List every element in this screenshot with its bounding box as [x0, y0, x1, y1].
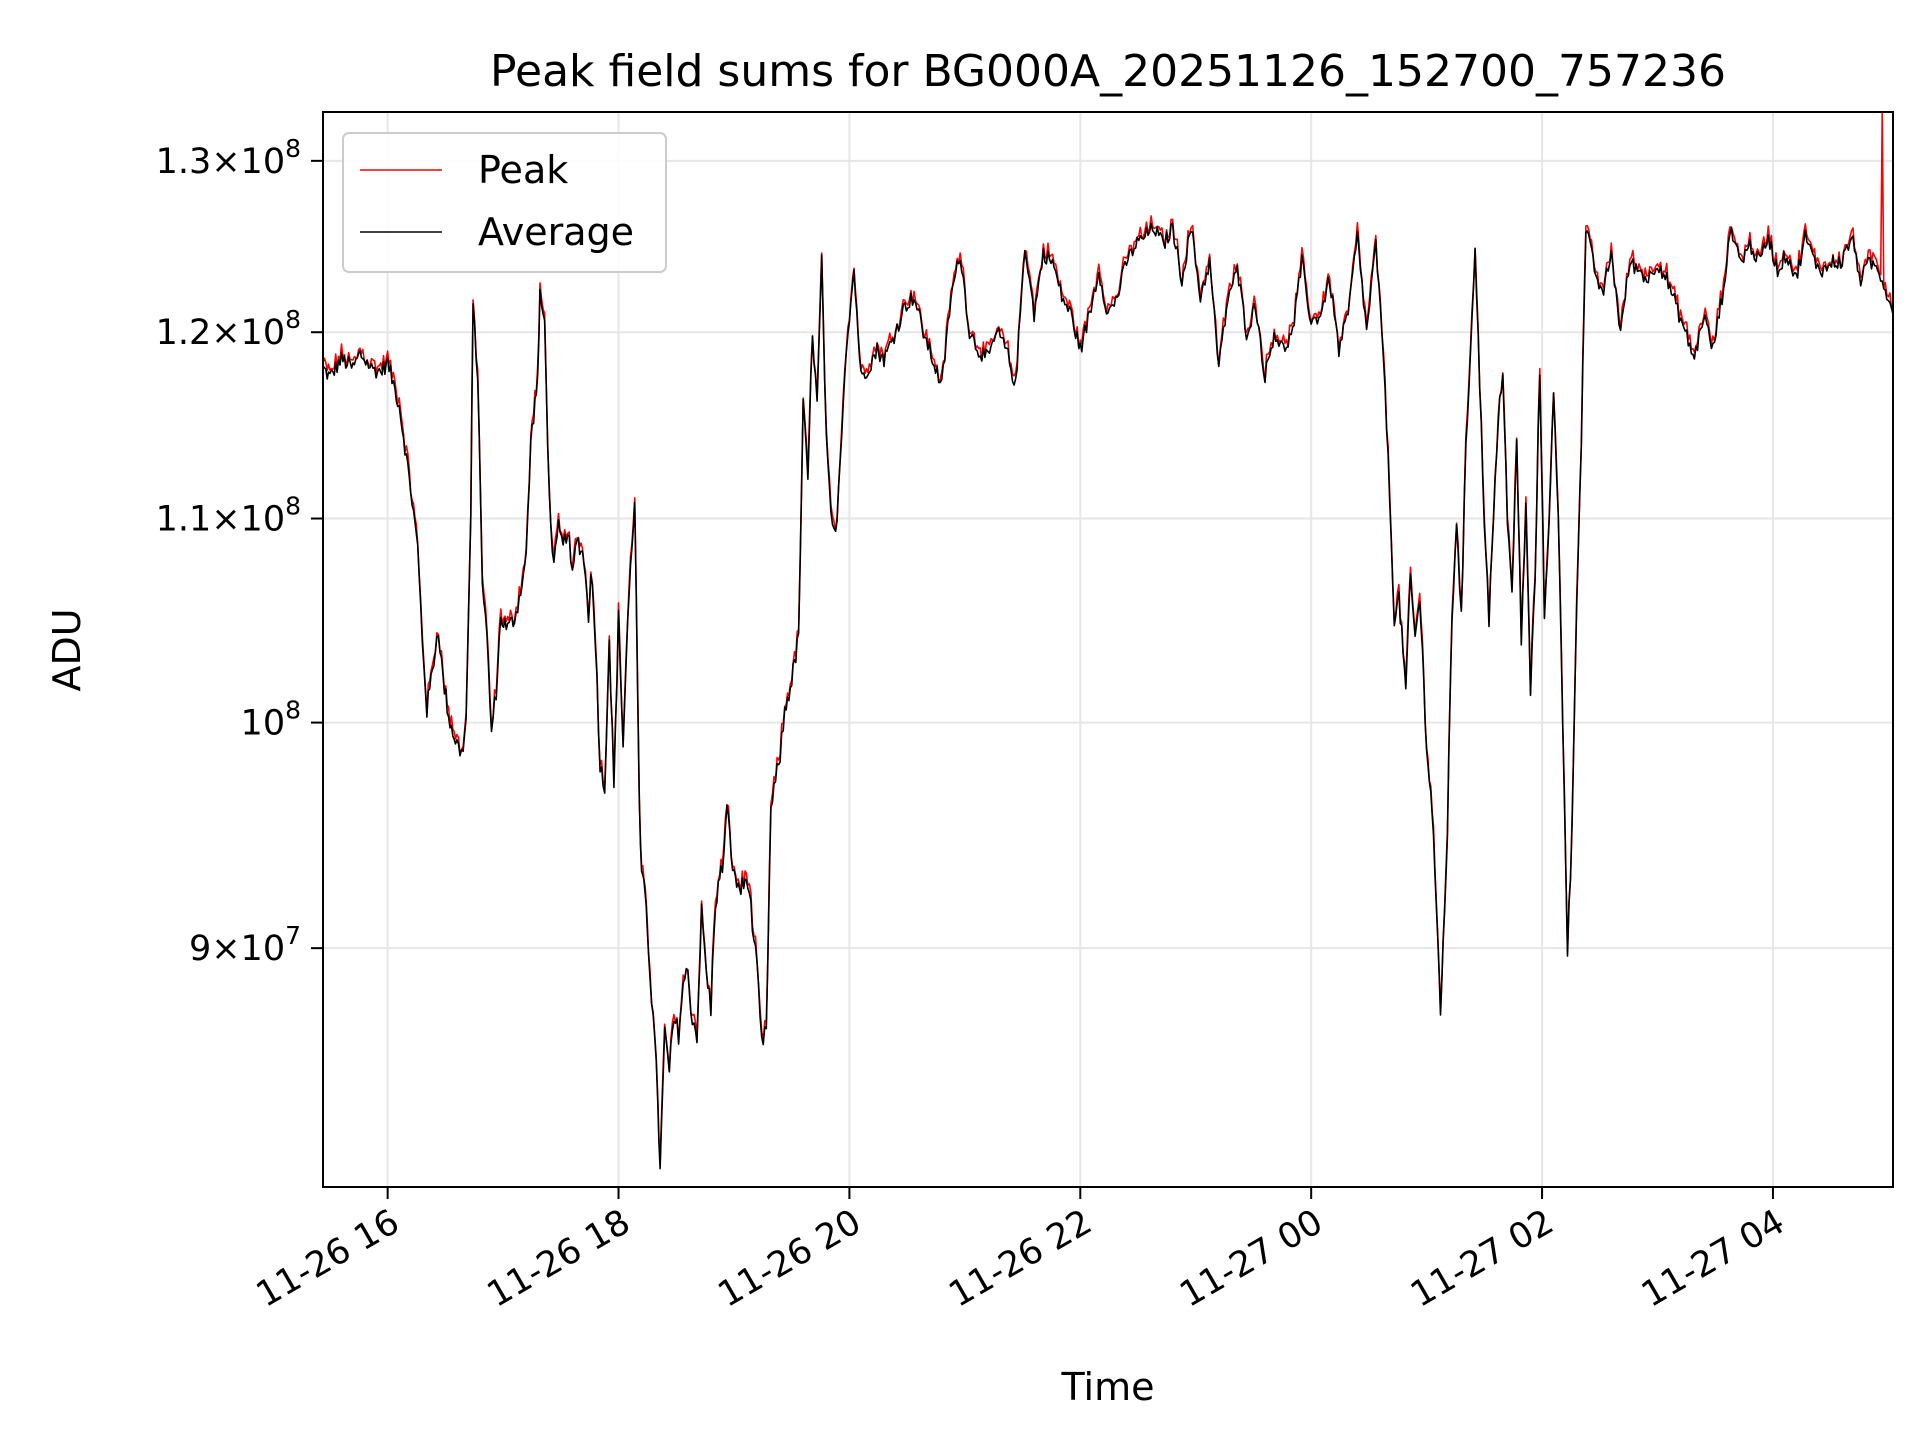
plot-frame [322, 111, 1894, 1188]
y-tick-label: 9×107 [189, 921, 301, 969]
legend-label-peak: Peak [478, 148, 568, 192]
y-tick-exponent: 8 [285, 305, 301, 334]
x-axis-label: Time [1061, 1365, 1155, 1409]
y-tick-label: 1.1×108 [156, 492, 301, 540]
y-tick-mantissa: 10 [241, 704, 286, 744]
y-tick-exponent: 7 [285, 921, 301, 950]
legend-box [342, 132, 667, 273]
y-tick-exponent: 8 [285, 492, 301, 521]
y-tick-mantissa: 9×10 [189, 929, 285, 969]
y-tick-label: 1.2×108 [156, 305, 301, 353]
series-line-average [322, 222, 1894, 1170]
y-tick-label: 1.3×108 [156, 134, 301, 182]
legend-label-average: Average [478, 210, 634, 254]
y-axis-label: ADU [45, 608, 89, 691]
y-tick-mantissa: 1.1×10 [156, 500, 286, 540]
y-tick-mantissa: 1.2×10 [156, 313, 286, 353]
grid-lines [323, 112, 1893, 1187]
legend: Peak Average [342, 132, 667, 273]
y-tick-mantissa: 1.3×10 [156, 142, 286, 182]
y-tick-exponent: 8 [285, 134, 301, 163]
y-tick-exponent: 8 [285, 696, 301, 725]
series-lines [322, 112, 1894, 1170]
chart-title: Peak field sums for BG000A_20251126_1527… [490, 46, 1726, 97]
y-tick-label: 108 [241, 696, 301, 744]
